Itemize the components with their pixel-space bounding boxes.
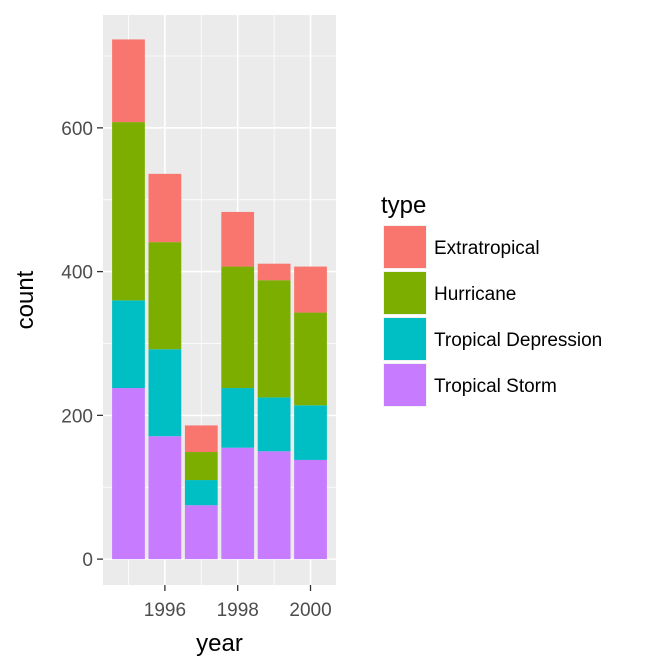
y-tick-label: 0 bbox=[82, 550, 93, 571]
bar-segment-tropical-depression-1999 bbox=[257, 397, 291, 452]
x-tick-label: 1998 bbox=[217, 600, 259, 621]
y-axis: 0 200 400 600 bbox=[61, 119, 103, 571]
bar-segment-extratropical-2000 bbox=[294, 266, 327, 313]
bar-segment-extratropical-1995 bbox=[112, 39, 145, 123]
bar-segment-tropical-depression-1998 bbox=[221, 388, 255, 448]
bar-segment-tropical-storm-1995 bbox=[112, 388, 145, 560]
bar-segment-tropical-storm-1999 bbox=[257, 451, 291, 560]
legend-label-hurricane: Hurricane bbox=[434, 284, 516, 305]
x-axis-title: year bbox=[196, 630, 243, 657]
y-tick-label: 600 bbox=[61, 119, 93, 140]
x-tick-label: 1996 bbox=[144, 600, 186, 621]
bar-segment-tropical-depression-1995 bbox=[112, 300, 145, 389]
bar-segment-extratropical-1997 bbox=[184, 425, 218, 453]
x-tick-label: 2000 bbox=[289, 600, 331, 621]
legend-key-tropical-depression bbox=[384, 318, 426, 360]
legend-label-tropical-storm: Tropical Storm bbox=[434, 376, 557, 397]
legend-label-extratropical: Extratropical bbox=[434, 238, 540, 259]
bar-segment-tropical-storm-2000 bbox=[294, 459, 327, 560]
legend-key-hurricane bbox=[384, 272, 426, 314]
bar-segment-extratropical-1998 bbox=[221, 211, 255, 267]
legend-label-tropical-depression: Tropical Depression bbox=[434, 330, 602, 351]
x-axis: 1996 1998 2000 bbox=[144, 585, 332, 621]
bar-segment-hurricane-1997 bbox=[184, 452, 218, 481]
bar-segment-hurricane-1999 bbox=[257, 280, 291, 398]
bar-segment-extratropical-1996 bbox=[148, 173, 182, 243]
legend-title: type bbox=[381, 192, 426, 219]
bar-segment-extratropical-1999 bbox=[257, 263, 291, 281]
bar-segment-tropical-depression-2000 bbox=[294, 405, 327, 460]
bar-segment-hurricane-1995 bbox=[112, 122, 145, 301]
bar-segment-hurricane-1996 bbox=[148, 242, 182, 350]
bar-segment-tropical-depression-1996 bbox=[148, 349, 182, 437]
bar-segment-tropical-storm-1997 bbox=[184, 505, 218, 560]
bar-segment-hurricane-2000 bbox=[294, 312, 327, 406]
y-tick-label: 200 bbox=[61, 406, 93, 427]
bar-segment-tropical-storm-1996 bbox=[148, 436, 182, 560]
bar-segment-tropical-depression-1997 bbox=[184, 480, 218, 506]
bar-segment-hurricane-1998 bbox=[221, 266, 255, 389]
y-tick-label: 400 bbox=[61, 263, 93, 284]
y-axis-title: count bbox=[12, 270, 39, 329]
bar-segment-tropical-storm-1998 bbox=[221, 447, 255, 560]
legend: type Extratropical Hurricane Tropical Depr… bbox=[381, 192, 602, 407]
legend-key-extratropical bbox=[384, 226, 426, 268]
bars bbox=[112, 39, 327, 560]
legend-key-tropical-storm bbox=[384, 364, 426, 406]
